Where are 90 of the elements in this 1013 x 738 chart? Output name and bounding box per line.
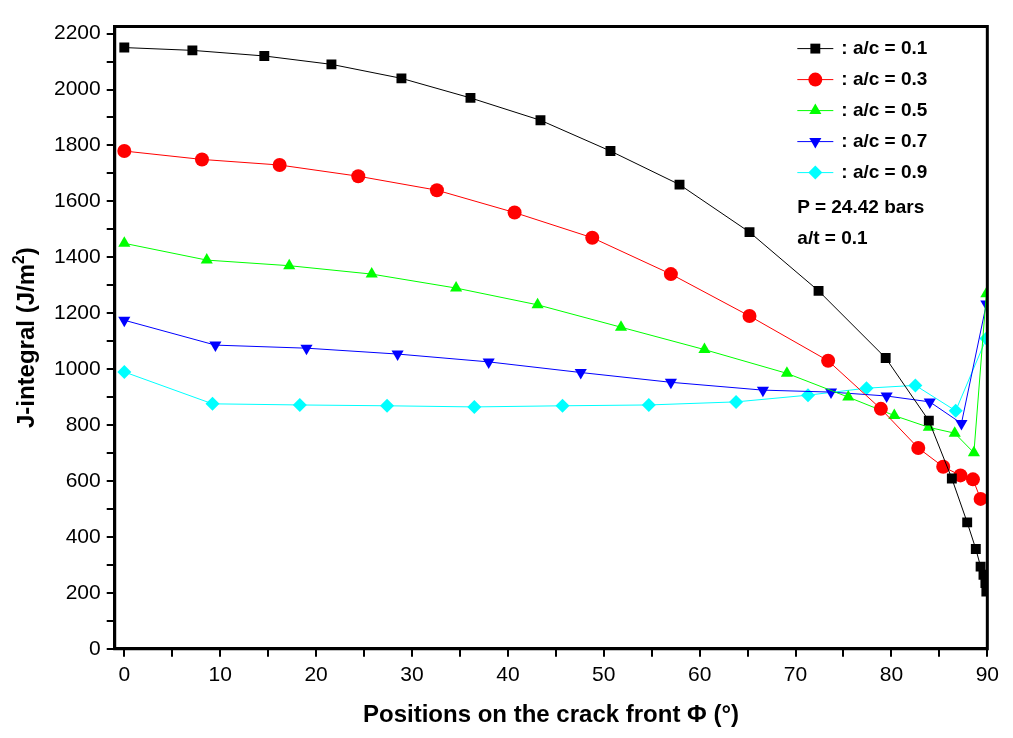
point bbox=[259, 51, 270, 61]
point bbox=[200, 253, 213, 264]
annotation: P = 24.42 bars bbox=[797, 195, 925, 217]
point bbox=[744, 227, 755, 238]
x-axis-title: Positions on the crack front Φ (°) bbox=[363, 700, 740, 727]
point bbox=[119, 42, 130, 53]
point bbox=[365, 267, 378, 278]
point bbox=[801, 388, 816, 403]
point bbox=[880, 353, 891, 363]
legend-label: : a/c = 0.3 bbox=[841, 67, 928, 89]
point bbox=[465, 92, 476, 103]
y-tick-label: 1800 bbox=[54, 132, 101, 156]
x-tick-label: 0 bbox=[118, 662, 131, 686]
point bbox=[908, 378, 923, 393]
point bbox=[813, 285, 824, 296]
point bbox=[507, 205, 522, 220]
point bbox=[973, 491, 988, 506]
point bbox=[272, 158, 287, 173]
point bbox=[967, 445, 980, 457]
y-tick-label: 1200 bbox=[54, 300, 101, 324]
legend-label: : a/c = 0.7 bbox=[841, 129, 928, 151]
point bbox=[292, 397, 307, 412]
point bbox=[117, 364, 132, 379]
y-tick-label: 800 bbox=[65, 411, 101, 435]
point bbox=[187, 45, 198, 56]
point bbox=[674, 179, 685, 190]
point bbox=[780, 366, 793, 377]
point bbox=[946, 473, 957, 484]
point bbox=[698, 342, 711, 354]
y-tick-label: 1600 bbox=[54, 188, 101, 212]
y-tick-label: 400 bbox=[65, 523, 101, 547]
point bbox=[663, 267, 678, 282]
point bbox=[821, 353, 836, 368]
point bbox=[970, 544, 981, 554]
x-tick-label: 60 bbox=[687, 662, 712, 686]
x-tick-label: 20 bbox=[304, 662, 328, 686]
point bbox=[482, 358, 495, 369]
point bbox=[923, 415, 934, 426]
y-tick-label: 1400 bbox=[54, 244, 101, 268]
point bbox=[535, 115, 546, 126]
annotation: a/t = 0.1 bbox=[797, 226, 868, 248]
x-tick-label: 90 bbox=[975, 662, 999, 686]
point bbox=[729, 394, 744, 409]
x-tick-label: 40 bbox=[496, 662, 520, 686]
point bbox=[955, 419, 968, 431]
legend-label: : a/c = 0.5 bbox=[841, 98, 928, 120]
point bbox=[923, 398, 936, 409]
y-tick-label: 2200 bbox=[54, 20, 101, 44]
point bbox=[641, 397, 656, 412]
point bbox=[194, 152, 209, 167]
y-tick-label: 200 bbox=[65, 579, 101, 603]
y-axis-title: J-integral (J/m2) bbox=[10, 247, 39, 429]
point bbox=[283, 258, 296, 270]
point bbox=[911, 441, 926, 456]
y-tick-label: 600 bbox=[65, 467, 101, 491]
point bbox=[742, 309, 757, 324]
point bbox=[873, 401, 888, 416]
point bbox=[948, 403, 963, 418]
point bbox=[450, 281, 463, 292]
x-tick-label: 70 bbox=[783, 662, 808, 686]
legend-label: : a/c = 0.9 bbox=[841, 160, 928, 182]
point bbox=[205, 396, 220, 411]
point bbox=[888, 408, 901, 420]
point bbox=[531, 297, 544, 309]
point bbox=[585, 230, 600, 245]
x-tick-label: 80 bbox=[879, 662, 904, 686]
point bbox=[117, 144, 132, 159]
point bbox=[326, 59, 337, 70]
point bbox=[842, 390, 855, 401]
x-tick-label: 10 bbox=[208, 662, 232, 686]
legend-label: : a/c = 0.1 bbox=[841, 36, 928, 58]
point bbox=[555, 398, 570, 413]
point bbox=[118, 236, 131, 247]
point bbox=[429, 183, 444, 198]
point bbox=[962, 517, 973, 528]
point bbox=[965, 472, 980, 487]
y-tick-label: 2000 bbox=[54, 76, 101, 100]
y-tick-label: 1000 bbox=[54, 355, 101, 379]
point bbox=[380, 398, 395, 413]
x-tick-label: 50 bbox=[592, 662, 616, 686]
y-tick-label: 0 bbox=[89, 635, 101, 659]
point bbox=[664, 378, 677, 390]
point bbox=[351, 169, 366, 184]
point bbox=[948, 426, 961, 437]
point bbox=[605, 146, 616, 156]
point bbox=[859, 381, 874, 396]
point bbox=[467, 399, 482, 414]
point bbox=[614, 320, 628, 331]
point bbox=[396, 73, 407, 84]
x-tick-label: 30 bbox=[400, 662, 424, 686]
